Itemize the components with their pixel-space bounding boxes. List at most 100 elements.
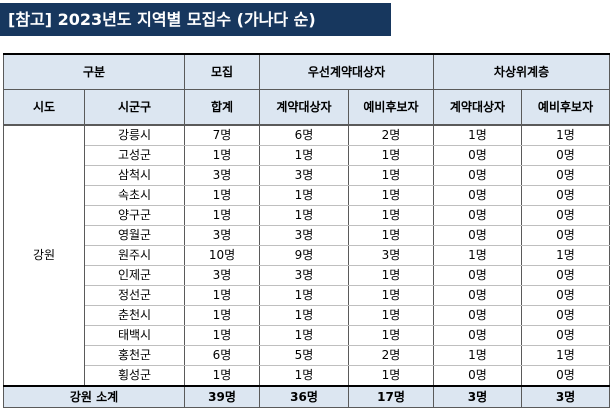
city-cell: 태백시 (84, 325, 185, 346)
priority-contract-cell: 3명 (259, 165, 349, 186)
next-reserve-cell: 0명 (520, 305, 611, 326)
header-row-1: 구분 모집 우선계약대상자 차상위계층 (3, 53, 611, 90)
total-cell: 1명 (184, 325, 260, 346)
next-reserve-cell: 0명 (520, 165, 611, 186)
table-row: 강원 강릉시 7명 6명 2명 1명 1명 (3, 124, 611, 387)
table-row: 정선군 1명 1명 1명 0명 0명 (4, 285, 611, 306)
header-priority-reserve: 예비후보자 (348, 89, 434, 126)
priority-reserve-cell: 1명 (348, 165, 434, 186)
header-priority-contract: 계약대상자 (259, 89, 349, 126)
total-cell: 7명 (184, 124, 260, 146)
priority-reserve-cell: 1명 (348, 305, 434, 326)
subtotal-total: 39명 (184, 385, 260, 408)
priority-reserve-cell: 1명 (348, 145, 434, 166)
table-row: 춘천시 1명 1명 1명 0명 0명 (4, 305, 611, 326)
next-reserve-cell: 0명 (520, 185, 611, 206)
next-contract-cell: 1명 (433, 245, 522, 266)
next-contract-cell: 0명 (433, 365, 522, 387)
subtotal-label: 강원 소계 (3, 385, 185, 408)
header-next-contract: 계약대상자 (433, 89, 522, 126)
city-cell: 강릉시 (84, 124, 185, 146)
subtotal-row: 강원 소계 39명 36명 17명 3명 3명 (3, 385, 611, 408)
subtotal-priority-contract: 36명 (259, 385, 349, 408)
priority-reserve-cell: 1명 (348, 365, 434, 387)
table-row: 속초시 1명 1명 1명 0명 0명 (4, 185, 611, 206)
total-cell: 3명 (184, 265, 260, 286)
next-contract-cell: 0명 (433, 205, 522, 226)
next-contract-cell: 0명 (433, 225, 522, 246)
next-contract-cell: 1명 (433, 345, 522, 366)
priority-reserve-cell: 1명 (348, 285, 434, 306)
priority-contract-cell: 1명 (259, 365, 349, 387)
next-reserve-cell: 1명 (520, 345, 611, 366)
city-cell: 원주시 (84, 245, 185, 266)
next-contract-cell: 0명 (433, 325, 522, 346)
next-reserve-cell: 0명 (520, 285, 611, 306)
priority-contract-cell: 6명 (259, 124, 349, 146)
priority-contract-cell: 1명 (259, 205, 349, 226)
priority-reserve-cell: 1명 (348, 205, 434, 226)
total-cell: 1명 (184, 185, 260, 206)
next-contract-cell: 0명 (433, 305, 522, 326)
header-total: 합계 (184, 89, 260, 126)
table-row: 영월군 3명 3명 1명 0명 0명 (4, 225, 611, 246)
city-cell: 인제군 (84, 265, 185, 286)
city-cell: 삼척시 (84, 165, 185, 186)
priority-contract-cell: 3명 (259, 225, 349, 246)
table-row: 홍천군 6명 5명 2명 1명 1명 (4, 345, 611, 366)
header-next: 차상위계층 (432, 53, 611, 90)
next-reserve-cell: 1명 (520, 245, 611, 266)
priority-contract-cell: 9명 (259, 245, 349, 266)
header-recruit: 모집 (184, 53, 260, 90)
priority-contract-cell: 1명 (259, 185, 349, 206)
total-cell: 3명 (184, 225, 260, 246)
province-cell: 강원 (3, 124, 85, 387)
next-contract-cell: 0명 (433, 165, 522, 186)
city-cell: 영월군 (84, 225, 185, 246)
table-row: 태백시 1명 1명 1명 0명 0명 (4, 325, 611, 346)
subtotal-next-contract: 3명 (433, 385, 522, 408)
next-contract-cell: 0명 (433, 265, 522, 286)
city-cell: 속초시 (84, 185, 185, 206)
table-row: 횡성군 1명 1명 1명 0명 0명 (4, 365, 611, 387)
total-cell: 1명 (184, 285, 260, 306)
subtotal-priority-reserve: 17명 (348, 385, 434, 408)
priority-contract-cell: 1명 (259, 145, 349, 166)
total-cell: 6명 (184, 345, 260, 366)
priority-contract-cell: 1명 (259, 285, 349, 306)
priority-reserve-cell: 1명 (348, 185, 434, 206)
priority-contract-cell: 1명 (259, 325, 349, 346)
city-cell: 횡성군 (84, 365, 185, 387)
header-priority: 우선계약대상자 (259, 53, 434, 90)
priority-reserve-cell: 1명 (348, 225, 434, 246)
priority-contract-cell: 1명 (259, 305, 349, 326)
header-next-reserve: 예비후보자 (520, 89, 611, 126)
next-reserve-cell: 0명 (520, 145, 611, 166)
priority-reserve-cell: 2명 (348, 124, 434, 146)
header-city: 시군구 (84, 89, 185, 126)
next-reserve-cell: 0명 (520, 205, 611, 226)
next-reserve-cell: 0명 (520, 265, 611, 286)
header-province: 시도 (3, 89, 85, 126)
next-reserve-cell: 1명 (520, 124, 611, 146)
next-reserve-cell: 0명 (520, 225, 611, 246)
total-cell: 1명 (184, 145, 260, 166)
total-cell: 1명 (184, 365, 260, 387)
page-title: [참고] 2023년도 지역별 모집수 (가나다 순) (0, 3, 391, 36)
header-group: 구분 (3, 53, 185, 90)
table-row: 인제군 3명 3명 1명 0명 0명 (4, 265, 611, 286)
priority-contract-cell: 5명 (259, 345, 349, 366)
total-cell: 1명 (184, 205, 260, 226)
next-contract-cell: 1명 (433, 124, 522, 146)
city-cell: 홍천군 (84, 345, 185, 366)
total-cell: 3명 (184, 165, 260, 186)
next-contract-cell: 0명 (433, 285, 522, 306)
table-row: 삼척시 3명 3명 1명 0명 0명 (4, 165, 611, 186)
city-cell: 춘천시 (84, 305, 185, 326)
priority-reserve-cell: 3명 (348, 245, 434, 266)
recruitment-table: 구분 모집 우선계약대상자 차상위계층 시도 시군구 합계 계약대상자 예비후보… (3, 53, 611, 408)
subtotal-next-reserve: 3명 (520, 385, 611, 408)
city-cell: 양구군 (84, 205, 185, 226)
total-cell: 10명 (184, 245, 260, 266)
priority-reserve-cell: 2명 (348, 345, 434, 366)
